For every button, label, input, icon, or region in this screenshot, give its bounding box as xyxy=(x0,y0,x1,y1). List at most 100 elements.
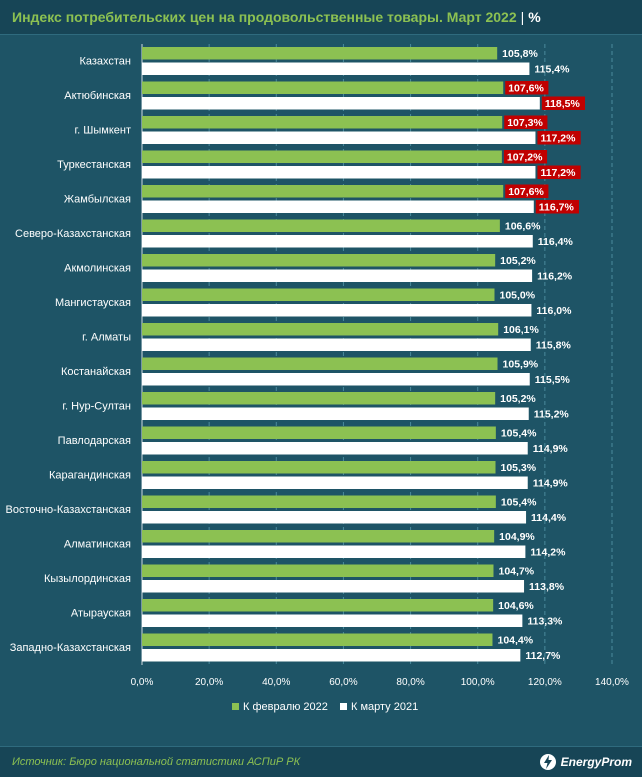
data-label-feb-2022: 105,9% xyxy=(503,359,539,371)
data-label-feb-2022: 105,8% xyxy=(502,48,538,60)
bar-feb-2022 xyxy=(142,357,498,370)
data-label-mar-2021: 116,4% xyxy=(538,236,574,248)
category-label: Восточно-Казахстанская xyxy=(5,504,131,516)
data-label-mar-2021: 117,2% xyxy=(540,133,576,145)
x-tick-label: 140,0% xyxy=(595,677,629,688)
bar-feb-2022 xyxy=(142,47,498,60)
data-label-mar-2021: 117,2% xyxy=(540,167,576,179)
bar-mar-2021 xyxy=(142,580,525,593)
data-label-highlight xyxy=(505,184,549,198)
data-label-mar-2021: 114,2% xyxy=(530,547,566,559)
data-label-highlight xyxy=(535,200,579,214)
data-label-feb-2022: 105,0% xyxy=(500,290,536,302)
category-label: Карагандинская xyxy=(49,469,131,481)
brand-name: EnergyProm xyxy=(560,755,632,769)
bar-feb-2022 xyxy=(142,392,496,405)
bar-feb-2022 xyxy=(142,219,500,232)
bar-mar-2021 xyxy=(142,407,529,420)
legend-label-mar-2021: К марту 2021 xyxy=(351,701,418,713)
data-label-mar-2021: 113,3% xyxy=(527,616,563,628)
bar-feb-2022 xyxy=(142,461,496,474)
bar-mar-2021 xyxy=(142,62,530,75)
data-label-mar-2021: 113,8% xyxy=(529,581,565,593)
bar-mar-2021 xyxy=(142,235,533,248)
bar-mar-2021 xyxy=(142,511,527,524)
x-tick-label: 120,0% xyxy=(528,677,562,688)
category-label: Казахстан xyxy=(79,55,131,67)
data-label-feb-2022: 104,4% xyxy=(497,635,533,647)
bar-mar-2021 xyxy=(142,200,534,213)
bar-mar-2021 xyxy=(142,442,528,455)
data-label-highlight xyxy=(505,81,549,95)
category-label: Алматинская xyxy=(64,538,131,550)
data-label-highlight xyxy=(537,131,581,145)
legend-swatch-feb-2022 xyxy=(232,703,239,710)
footer: Источник: Бюро национальной статистики А… xyxy=(0,746,642,777)
bar-mar-2021 xyxy=(142,269,533,282)
data-label-mar-2021: 115,4% xyxy=(534,64,570,76)
data-label-feb-2022: 107,3% xyxy=(507,117,543,129)
category-label: Северо-Казахстанская xyxy=(15,228,131,240)
bar-mar-2021 xyxy=(142,373,530,386)
data-label-feb-2022: 107,6% xyxy=(508,83,544,95)
x-tick-label: 100,0% xyxy=(461,677,495,688)
data-label-feb-2022: 104,7% xyxy=(498,566,534,578)
data-label-feb-2022: 105,2% xyxy=(500,393,536,405)
category-label: Кызылординская xyxy=(44,573,131,585)
bar-mar-2021 xyxy=(142,97,540,110)
data-label-feb-2022: 105,3% xyxy=(501,462,537,474)
x-tick-label: 60,0% xyxy=(329,677,357,688)
x-tick-label: 0,0% xyxy=(131,677,154,688)
bar-mar-2021 xyxy=(142,476,528,489)
bar-feb-2022 xyxy=(142,564,494,577)
data-label-mar-2021: 115,2% xyxy=(534,409,570,421)
category-label: Костанайская xyxy=(61,366,131,378)
source-note: Источник: Бюро национальной статистики А… xyxy=(12,756,301,768)
legend-label-feb-2022: К февралю 2022 xyxy=(243,701,328,713)
data-label-feb-2022: 104,9% xyxy=(499,531,535,543)
x-tick-label: 40,0% xyxy=(262,677,290,688)
category-label: г. Нур-Султан xyxy=(62,400,131,412)
bar-feb-2022 xyxy=(142,495,496,508)
data-label-mar-2021: 114,9% xyxy=(533,478,569,490)
bar-mar-2021 xyxy=(142,166,536,179)
data-label-mar-2021: 118,5% xyxy=(545,98,581,110)
title-unit: % xyxy=(528,9,541,25)
brand-logo: EnergyProm xyxy=(539,752,632,772)
bar-mar-2021 xyxy=(142,545,526,558)
category-label: Атырауская xyxy=(71,607,131,619)
x-tick-label: 80,0% xyxy=(396,677,424,688)
bar-feb-2022 xyxy=(142,150,502,163)
data-label-feb-2022: 105,2% xyxy=(500,255,536,267)
category-label: г. Шымкент xyxy=(75,124,132,136)
chart-title-text: Индекс потребительских цен на продовольс… xyxy=(12,9,517,25)
data-label-mar-2021: 115,5% xyxy=(535,374,571,386)
bar-feb-2022 xyxy=(142,254,496,267)
title-separator: | xyxy=(520,9,525,25)
bar-feb-2022 xyxy=(142,323,499,336)
data-label-highlight xyxy=(504,115,548,129)
bar-chart: 0,0% 20,0% 40,0% 60,0% 80,0% 100,0% 120,0% 140,… xyxy=(5,44,629,713)
data-label-feb-2022: 105,4% xyxy=(501,497,537,509)
title-bar: Индекс потребительских цен на продовольс… xyxy=(0,0,642,35)
data-label-feb-2022: 107,6% xyxy=(508,186,544,198)
data-label-feb-2022: 107,2% xyxy=(507,152,543,164)
bar-feb-2022 xyxy=(142,426,496,439)
data-label-feb-2022: 104,6% xyxy=(498,600,534,612)
category-label: Туркестанская xyxy=(57,159,131,171)
bar-feb-2022 xyxy=(142,116,503,129)
data-label-highlight xyxy=(541,96,586,110)
category-label: г. Алматы xyxy=(82,331,131,343)
bar-feb-2022 xyxy=(142,288,495,301)
category-label: Жамбылская xyxy=(64,193,131,205)
bar-mar-2021 xyxy=(142,131,536,144)
x-tick-label: 20,0% xyxy=(195,677,223,688)
bar-feb-2022 xyxy=(142,530,495,543)
bar-mar-2021 xyxy=(142,614,523,627)
bar-feb-2022 xyxy=(142,599,494,612)
data-label-mar-2021: 116,2% xyxy=(537,271,573,283)
bar-feb-2022 xyxy=(142,633,493,646)
data-label-mar-2021: 115,8% xyxy=(536,340,572,352)
bar-feb-2022 xyxy=(142,81,504,94)
bar-mar-2021 xyxy=(142,649,521,662)
